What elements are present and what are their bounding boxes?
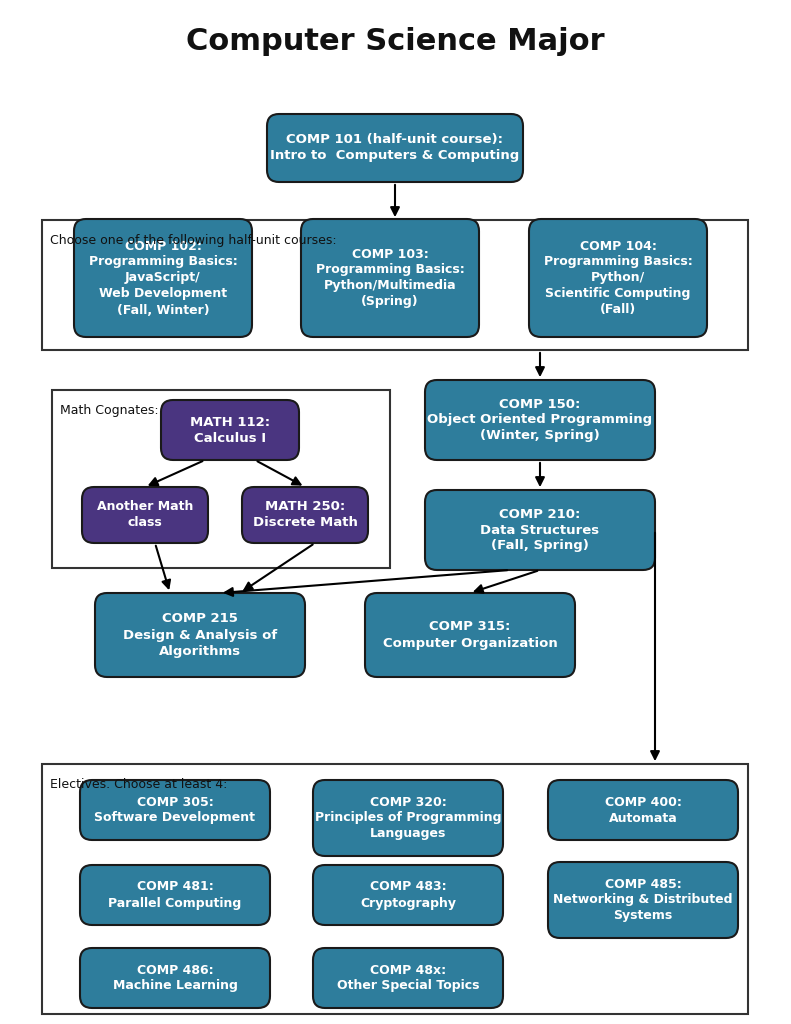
FancyBboxPatch shape (313, 865, 503, 925)
FancyBboxPatch shape (80, 865, 270, 925)
Text: COMP 305:
Software Development: COMP 305: Software Development (94, 796, 255, 824)
FancyBboxPatch shape (425, 490, 655, 570)
FancyBboxPatch shape (80, 948, 270, 1008)
FancyBboxPatch shape (425, 380, 655, 460)
FancyBboxPatch shape (74, 219, 252, 337)
Text: COMP 315:
Computer Organization: COMP 315: Computer Organization (383, 621, 558, 649)
Text: COMP 215
Design & Analysis of
Algorithms: COMP 215 Design & Analysis of Algorithms (123, 612, 277, 657)
FancyBboxPatch shape (267, 114, 523, 182)
FancyBboxPatch shape (301, 219, 479, 337)
Text: Another Math
class: Another Math class (97, 501, 193, 529)
Text: COMP 101 (half-unit course):
Intro to  Computers & Computing: COMP 101 (half-unit course): Intro to Co… (271, 133, 520, 163)
Text: COMP 485:
Networking & Distributed
Systems: COMP 485: Networking & Distributed Syste… (553, 878, 732, 923)
Text: Math Cognates:: Math Cognates: (60, 404, 159, 417)
Bar (42, 764, 748, 1014)
FancyBboxPatch shape (548, 862, 738, 938)
FancyBboxPatch shape (161, 400, 299, 460)
FancyBboxPatch shape (365, 593, 575, 677)
FancyBboxPatch shape (95, 593, 305, 677)
Text: COMP 481:
Parallel Computing: COMP 481: Parallel Computing (108, 881, 241, 909)
Text: Electives. Choose at least 4:: Electives. Choose at least 4: (50, 778, 227, 791)
Bar (42, 220, 748, 350)
Text: COMP 400:
Automata: COMP 400: Automata (604, 796, 681, 824)
Text: Computer Science Major: Computer Science Major (186, 28, 605, 56)
Text: COMP 483:
Cryptography: COMP 483: Cryptography (360, 881, 456, 909)
Text: COMP 486:
Machine Learning: COMP 486: Machine Learning (112, 964, 237, 992)
Text: COMP 48x:
Other Special Topics: COMP 48x: Other Special Topics (337, 964, 479, 992)
Text: COMP 103:
Programming Basics:
Python/Multimedia
(Spring): COMP 103: Programming Basics: Python/Mul… (316, 248, 464, 308)
FancyBboxPatch shape (548, 780, 738, 840)
FancyBboxPatch shape (242, 487, 368, 543)
Text: COMP 102:
Programming Basics:
JavaScript/
Web Development
(Fall, Winter): COMP 102: Programming Basics: JavaScript… (89, 240, 237, 316)
Text: COMP 104:
Programming Basics:
Python/
Scientific Computing
(Fall): COMP 104: Programming Basics: Python/ Sc… (543, 240, 692, 316)
FancyBboxPatch shape (313, 948, 503, 1008)
FancyBboxPatch shape (529, 219, 707, 337)
Text: MATH 112:
Calculus I: MATH 112: Calculus I (190, 416, 270, 444)
FancyBboxPatch shape (82, 487, 208, 543)
FancyBboxPatch shape (313, 780, 503, 856)
Text: Choose one of the following half-unit courses:: Choose one of the following half-unit co… (50, 234, 337, 247)
Text: COMP 210:
Data Structures
(Fall, Spring): COMP 210: Data Structures (Fall, Spring) (480, 508, 600, 553)
Text: COMP 320:
Principles of Programming
Languages: COMP 320: Principles of Programming Lang… (315, 796, 501, 841)
Text: MATH 250:
Discrete Math: MATH 250: Discrete Math (252, 501, 358, 529)
Text: COMP 150:
Object Oriented Programming
(Winter, Spring): COMP 150: Object Oriented Programming (W… (427, 397, 653, 442)
Bar (52, 390, 390, 568)
FancyBboxPatch shape (80, 780, 270, 840)
